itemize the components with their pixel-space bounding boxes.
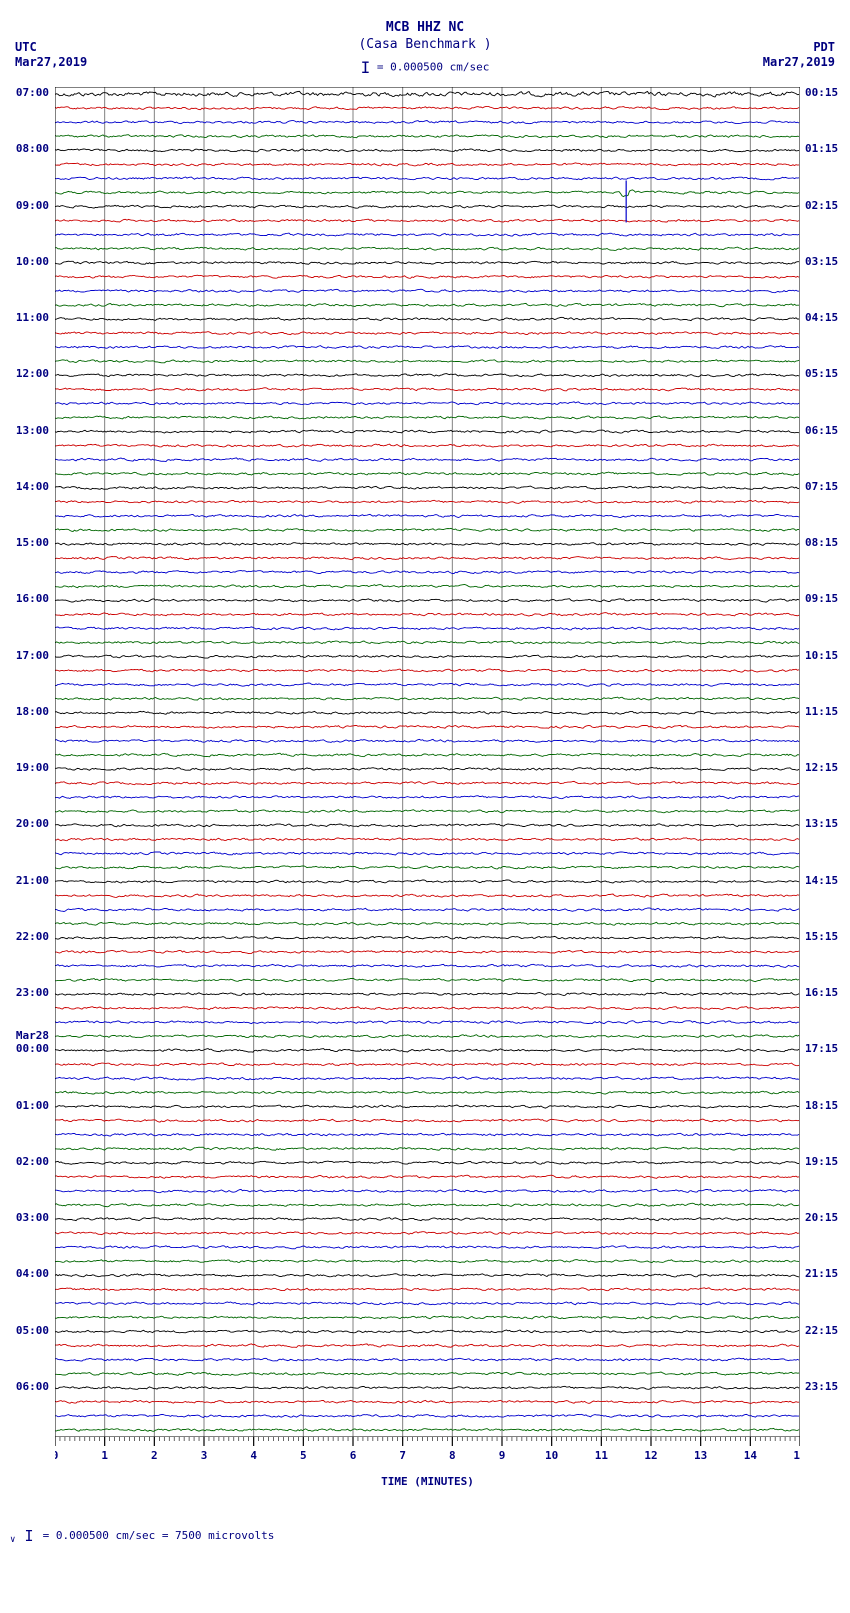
left-time-label: 18:00 xyxy=(16,706,49,717)
scale-text: = 0.000500 cm/sec xyxy=(377,60,490,73)
station-location: (Casa Benchmark ) xyxy=(0,37,850,54)
right-time-label: 19:15 xyxy=(805,1156,838,1167)
left-time-label: 19:00 xyxy=(16,762,49,773)
station-code: MCB HHZ NC xyxy=(0,20,850,37)
left-time-label: 22:00 xyxy=(16,931,49,942)
right-time-label: 23:15 xyxy=(805,1381,838,1392)
svg-text:12: 12 xyxy=(644,1449,657,1462)
right-time-label: 09:15 xyxy=(805,593,838,604)
left-time-label: 00:00 xyxy=(16,1043,49,1054)
right-time-label: 06:15 xyxy=(805,425,838,436)
svg-text:14: 14 xyxy=(744,1449,758,1462)
svg-text:4: 4 xyxy=(250,1449,257,1462)
left-time-label: 06:00 xyxy=(16,1381,49,1392)
left-time-label: 17:00 xyxy=(16,650,49,661)
right-time-label: 05:15 xyxy=(805,368,838,379)
right-time-label: 20:15 xyxy=(805,1212,838,1223)
right-time-label: 07:15 xyxy=(805,481,838,492)
right-time-label: 11:15 xyxy=(805,706,838,717)
svg-text:13: 13 xyxy=(694,1449,707,1462)
right-time-label: 10:15 xyxy=(805,650,838,661)
svg-text:6: 6 xyxy=(350,1449,357,1462)
left-time-label: 16:00 xyxy=(16,593,49,604)
left-time-label: 20:00 xyxy=(16,818,49,829)
seismogram-container: UTC PDT Mar27,2019 Mar27,2019 MCB HHZ NC… xyxy=(0,0,850,1545)
scale-indicator: I = 0.000500 cm/sec xyxy=(0,58,850,77)
svg-text:2: 2 xyxy=(151,1449,158,1462)
right-time-label: 17:15 xyxy=(805,1043,838,1054)
left-time-label: 23:00 xyxy=(16,987,49,998)
right-time-label: 13:15 xyxy=(805,818,838,829)
svg-text:10: 10 xyxy=(545,1449,558,1462)
left-time-label: 01:00 xyxy=(16,1100,49,1111)
left-time-label: 08:00 xyxy=(16,143,49,154)
right-time-label: 00:15 xyxy=(805,87,838,98)
right-time-label: 03:15 xyxy=(805,256,838,267)
seismogram-plot xyxy=(55,87,800,1437)
footer-scale: ∨ I = 0.000500 cm/sec = 7500 microvolts xyxy=(10,1527,850,1545)
left-time-label: 02:00 xyxy=(16,1156,49,1167)
mid-date-left: Mar28 xyxy=(16,1030,49,1041)
right-time-label: 01:15 xyxy=(805,143,838,154)
svg-text:3: 3 xyxy=(201,1449,208,1462)
right-time-label: 02:15 xyxy=(805,200,838,211)
left-time-label: 15:00 xyxy=(16,537,49,548)
right-time-label: 18:15 xyxy=(805,1100,838,1111)
plot-area xyxy=(55,87,800,1437)
x-axis-label: TIME (MINUTES) xyxy=(55,1475,800,1488)
left-time-label: 13:00 xyxy=(16,425,49,436)
left-time-label: 05:00 xyxy=(16,1325,49,1336)
svg-text:9: 9 xyxy=(499,1449,506,1462)
timezone-left: UTC xyxy=(15,40,37,54)
left-time-label: 10:00 xyxy=(16,256,49,267)
right-time-label: 12:15 xyxy=(805,762,838,773)
left-time-label: 04:00 xyxy=(16,1268,49,1279)
left-time-label: 07:00 xyxy=(16,87,49,98)
x-axis: 0123456789101112131415 TIME (MINUTES) xyxy=(55,1437,800,1497)
right-time-label: 14:15 xyxy=(805,875,838,886)
date-right: Mar27,2019 xyxy=(763,55,835,69)
svg-text:8: 8 xyxy=(449,1449,456,1462)
svg-text:11: 11 xyxy=(595,1449,609,1462)
date-left: Mar27,2019 xyxy=(15,55,87,69)
svg-text:1: 1 xyxy=(101,1449,108,1462)
right-time-label: 15:15 xyxy=(805,931,838,942)
header: MCB HHZ NC (Casa Benchmark ) xyxy=(0,0,850,54)
left-time-label: 21:00 xyxy=(16,875,49,886)
right-time-label: 16:15 xyxy=(805,987,838,998)
svg-text:5: 5 xyxy=(300,1449,307,1462)
svg-text:15: 15 xyxy=(793,1449,800,1462)
right-time-label: 08:15 xyxy=(805,537,838,548)
x-axis-ticks: 0123456789101112131415 xyxy=(55,1437,800,1467)
left-time-label: 09:00 xyxy=(16,200,49,211)
svg-text:0: 0 xyxy=(55,1449,58,1462)
left-time-label: 14:00 xyxy=(16,481,49,492)
footer-scale-text: = 0.000500 cm/sec = 7500 microvolts xyxy=(43,1529,275,1542)
right-time-label: 22:15 xyxy=(805,1325,838,1336)
svg-text:7: 7 xyxy=(399,1449,406,1462)
left-time-label: 11:00 xyxy=(16,312,49,323)
left-time-label: 03:00 xyxy=(16,1212,49,1223)
right-time-label: 21:15 xyxy=(805,1268,838,1279)
right-time-label: 04:15 xyxy=(805,312,838,323)
left-time-label: 12:00 xyxy=(16,368,49,379)
timezone-right: PDT xyxy=(813,40,835,54)
